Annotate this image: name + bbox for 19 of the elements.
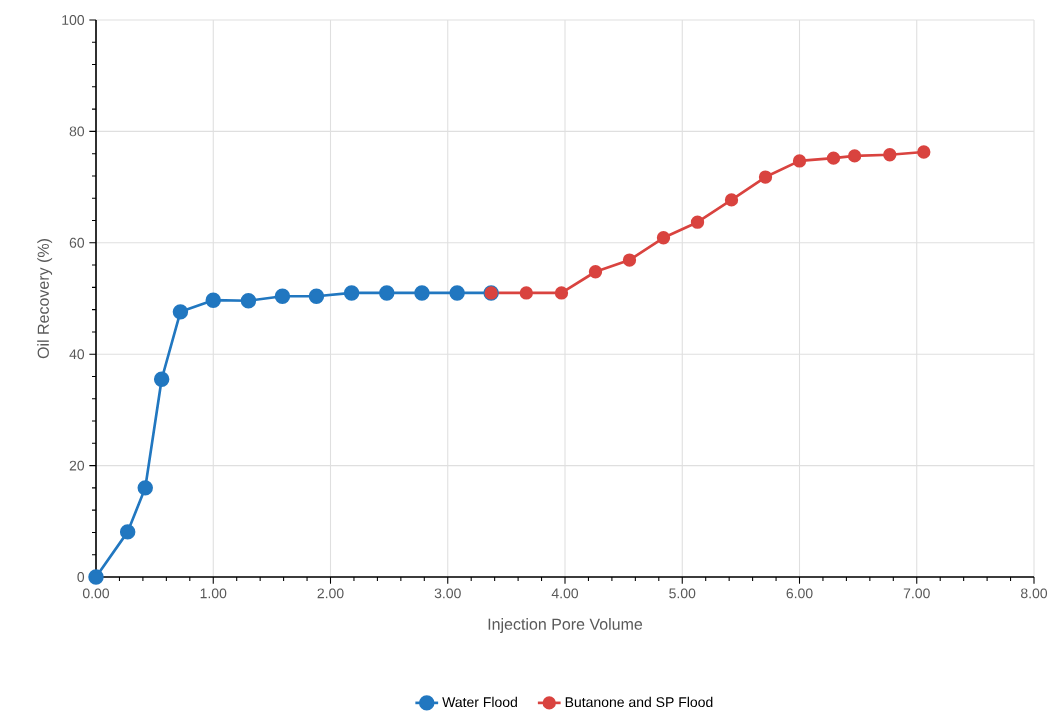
legend-label: Water Flood (442, 696, 517, 707)
x-tick-label: 3.00 (434, 588, 461, 599)
y-tick-label: 0 (77, 571, 85, 582)
x-tick-label: 1.00 (200, 588, 227, 599)
x-tick-label: 7.00 (903, 588, 930, 599)
x-tick-label: 2.00 (317, 588, 344, 599)
y-tick-label: 20 (69, 460, 85, 471)
legend-label: Butanone and SP Flood (565, 696, 713, 707)
y-axis-title: Oil Recovery (%) (37, 238, 53, 359)
x-tick-label: 0.00 (82, 588, 110, 599)
x-tick-label: 5.00 (669, 588, 696, 599)
y-tick-label: 60 (69, 237, 85, 248)
y-tick-label: 80 (69, 126, 85, 137)
x-tick-label: 6.00 (786, 588, 813, 599)
x-tick-label: 4.00 (551, 588, 579, 599)
x-tick-label: 8.00 (1020, 588, 1048, 599)
y-tick-label: 40 (69, 349, 85, 360)
y-tick-label: 100 (62, 14, 85, 25)
x-axis-title: Injection Pore Volume (488, 617, 643, 633)
